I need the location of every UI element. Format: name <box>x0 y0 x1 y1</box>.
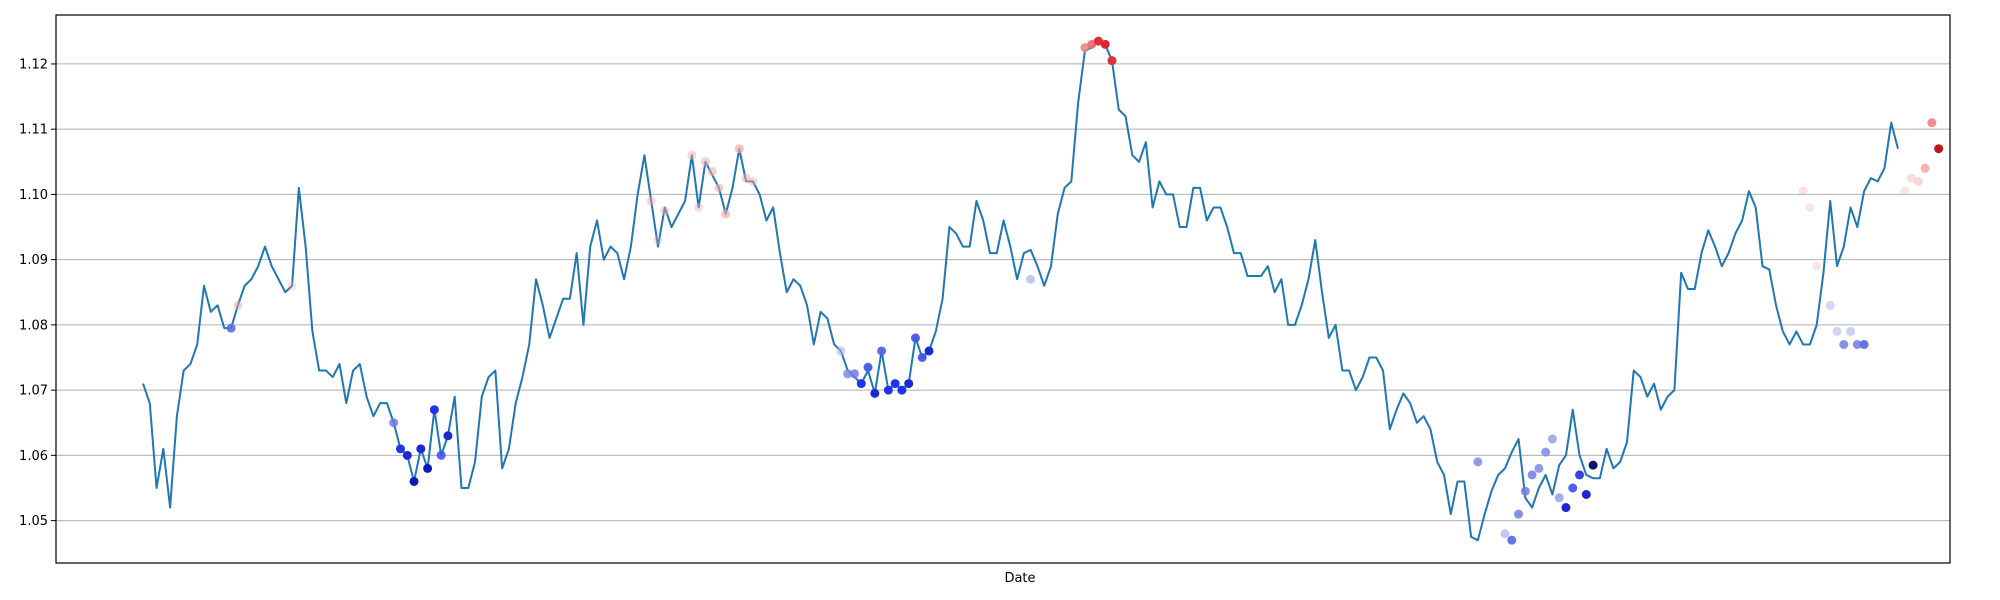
data-point-marker <box>1514 509 1524 519</box>
y-tick-label: 1.07 <box>19 384 48 399</box>
data-point-marker <box>1527 470 1537 480</box>
x-axis-label: Date <box>1004 571 1035 586</box>
data-point-marker <box>395 444 405 454</box>
y-tick-label: 1.08 <box>19 318 48 333</box>
data-point-marker <box>883 385 893 395</box>
y-tick-label: 1.11 <box>19 123 48 138</box>
data-point-marker <box>734 144 744 154</box>
data-point-marker <box>1500 529 1510 539</box>
data-point-marker <box>890 379 900 389</box>
data-point-marker <box>897 385 907 395</box>
data-point-marker <box>1087 39 1097 49</box>
data-point-marker <box>1107 56 1117 66</box>
data-point-marker <box>843 369 853 379</box>
data-point-marker <box>707 167 717 177</box>
series-line-group <box>142 40 1899 542</box>
y-gridlines <box>56 63 1950 522</box>
data-point-marker <box>1026 274 1036 284</box>
data-point-marker <box>1581 490 1591 499</box>
data-point-marker <box>1913 176 1923 186</box>
data-point-marker <box>653 235 663 245</box>
data-point-marker <box>694 202 704 212</box>
data-point-marker <box>721 209 731 219</box>
data-point-marker <box>714 183 724 193</box>
data-point-marker <box>748 176 758 186</box>
data-point-marker <box>1846 326 1856 336</box>
data-point-marker <box>1812 261 1822 271</box>
data-point-marker <box>443 431 453 441</box>
y-tick-label: 1.12 <box>19 57 48 72</box>
data-point-marker <box>1547 434 1557 444</box>
data-point-marker <box>1839 339 1849 349</box>
data-point-marker <box>910 333 920 343</box>
data-point-marker <box>1805 202 1815 212</box>
data-point-marker <box>1798 186 1808 196</box>
data-point-marker <box>1588 460 1598 470</box>
data-point-marker <box>700 157 710 167</box>
data-point-marker <box>849 369 859 379</box>
data-point-marker <box>924 346 934 356</box>
y-tick-label: 1.09 <box>19 253 48 268</box>
data-point-marker <box>687 150 697 160</box>
data-point-marker <box>1920 163 1930 173</box>
data-point-marker <box>226 323 236 333</box>
y-tick-label: 1.05 <box>19 514 48 529</box>
y-tick-label: 1.10 <box>19 188 48 203</box>
data-point-marker <box>1520 486 1530 496</box>
data-point-marker <box>402 450 412 460</box>
data-point-marker <box>741 173 751 183</box>
data-point-marker <box>1575 470 1585 480</box>
data-point-marker <box>233 300 243 310</box>
markers-group <box>226 36 1944 545</box>
data-point-marker <box>1541 447 1551 457</box>
data-point-marker <box>1507 535 1517 545</box>
data-point-marker <box>389 418 399 428</box>
data-point-marker <box>660 206 670 216</box>
data-point-marker <box>416 444 426 454</box>
data-point-marker <box>436 450 446 460</box>
data-point-marker <box>1534 463 1544 473</box>
data-point-marker <box>870 388 880 398</box>
data-point-marker <box>863 362 873 372</box>
data-point-marker <box>429 405 439 415</box>
data-point-marker <box>1473 457 1483 467</box>
data-point-marker <box>856 379 866 389</box>
data-point-marker <box>409 476 419 486</box>
data-point-marker <box>423 463 433 473</box>
data-point-marker <box>1100 39 1110 49</box>
data-point-marker <box>877 346 887 356</box>
data-point-marker <box>917 353 927 362</box>
plot-frame <box>55 14 1951 564</box>
data-point-marker <box>1554 493 1564 503</box>
data-point-marker <box>1080 43 1090 53</box>
data-point-marker <box>1568 483 1578 493</box>
series-line <box>142 40 1899 542</box>
data-point-marker <box>646 196 656 206</box>
y-axis: 1.05 1.06 1.07 1.08 1.09 1.10 1.11 1.12 <box>19 57 56 529</box>
y-tick-label: 1.06 <box>19 449 48 464</box>
data-point-marker <box>1093 36 1103 46</box>
data-point-marker <box>836 346 846 356</box>
data-point-marker <box>1859 339 1869 349</box>
data-point-marker <box>1825 300 1835 310</box>
data-point-marker <box>1832 326 1842 336</box>
data-point-marker <box>1907 173 1917 183</box>
data-point-marker <box>1934 144 1944 154</box>
data-point-marker <box>1900 186 1910 196</box>
data-point-marker <box>1561 503 1571 513</box>
data-point-marker <box>904 379 914 389</box>
data-point-marker <box>287 281 297 291</box>
data-point-marker <box>1927 118 1937 128</box>
data-point-marker <box>1852 339 1862 349</box>
